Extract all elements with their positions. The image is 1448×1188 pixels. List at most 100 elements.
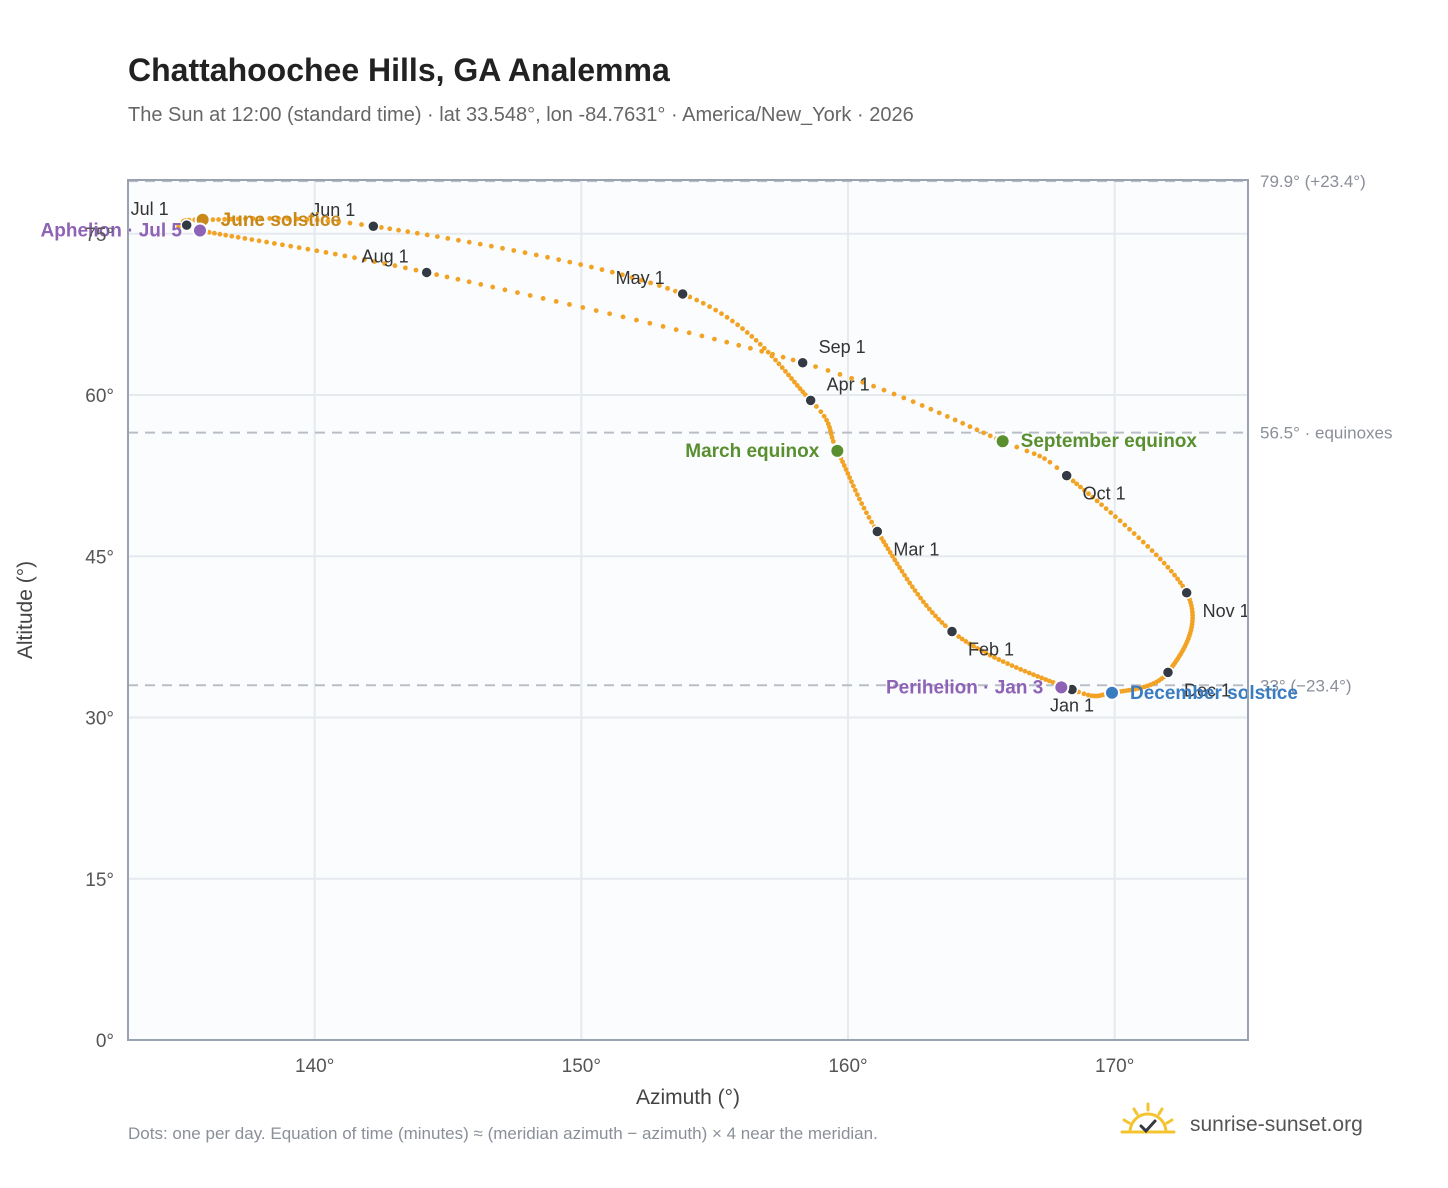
daily-sun-dot bbox=[797, 386, 803, 392]
sun-logo-icon bbox=[1120, 1102, 1176, 1134]
daily-sun-dot bbox=[1157, 556, 1163, 562]
daily-sun-dot bbox=[887, 550, 893, 555]
daily-sun-dot bbox=[770, 351, 775, 357]
daily-sun-dot bbox=[1099, 502, 1104, 508]
daily-sun-dot bbox=[522, 250, 528, 256]
daily-sun-dot bbox=[515, 290, 520, 296]
daily-sun-dot bbox=[866, 515, 872, 520]
daily-sun-dot bbox=[567, 259, 573, 265]
daily-sun-dot bbox=[1078, 484, 1083, 490]
daily-sun-dot bbox=[907, 580, 913, 586]
daily-sun-dot bbox=[332, 251, 338, 257]
daily-sun-dot bbox=[740, 326, 745, 332]
daily-sun-dot bbox=[243, 216, 248, 222]
month-marker-dot bbox=[180, 218, 193, 232]
daily-sun-dot bbox=[869, 519, 874, 525]
daily-sun-dot bbox=[724, 314, 730, 320]
daily-sun-dot bbox=[852, 487, 858, 493]
daily-sun-dot bbox=[845, 471, 851, 476]
daily-sun-dot bbox=[952, 417, 958, 423]
daily-sun-dot bbox=[434, 272, 440, 278]
event-marker-label: December solstice bbox=[1130, 683, 1298, 704]
daily-sun-dot bbox=[372, 259, 377, 264]
daily-sun-dot bbox=[825, 368, 831, 373]
daily-sun-dot bbox=[477, 241, 483, 247]
daily-sun-dot bbox=[859, 501, 865, 507]
daily-sun-dot bbox=[818, 409, 824, 415]
daily-sun-dot bbox=[894, 561, 900, 567]
daily-sun-dot bbox=[280, 242, 285, 248]
daily-sun-dot bbox=[854, 492, 860, 498]
month-marker-label: Jan 1 bbox=[1050, 696, 1094, 716]
daily-sun-dot bbox=[841, 463, 847, 468]
daily-sun-dot bbox=[936, 616, 942, 622]
daily-sun-dot bbox=[992, 655, 997, 660]
daily-sun-dot bbox=[861, 505, 867, 511]
daily-sun-dot bbox=[634, 317, 639, 323]
daily-sun-dot bbox=[963, 639, 969, 644]
daily-sun-dot bbox=[800, 389, 806, 395]
daily-sun-dot bbox=[533, 252, 539, 258]
daily-sun-dot bbox=[719, 311, 724, 317]
daily-sun-dot bbox=[305, 246, 311, 252]
daily-sun-dot bbox=[735, 322, 740, 328]
daily-sun-dot bbox=[929, 610, 935, 615]
daily-sun-dot bbox=[413, 267, 419, 273]
month-marker-label: Jun 1 bbox=[311, 200, 355, 220]
daily-sun-dot bbox=[656, 283, 662, 289]
daily-sun-dot bbox=[919, 403, 925, 408]
daily-sun-dot bbox=[222, 216, 228, 222]
daily-sun-dot bbox=[736, 342, 742, 348]
daily-sun-dot bbox=[609, 269, 615, 275]
daily-sun-dot bbox=[724, 339, 730, 345]
daily-sun-dot bbox=[210, 217, 216, 223]
daily-sun-dot bbox=[1153, 552, 1159, 558]
brand-logo[interactable]: sunrise-sunset.org bbox=[1120, 1102, 1400, 1148]
month-marker-dot bbox=[796, 356, 809, 369]
daily-sun-dot bbox=[979, 648, 985, 654]
daily-sun-dot bbox=[901, 395, 907, 401]
daily-sun-dot bbox=[607, 311, 613, 317]
event-marker-label: Aphelion · Jul 5 bbox=[41, 221, 183, 242]
daily-sun-dot bbox=[909, 584, 915, 590]
daily-sun-dot bbox=[912, 588, 918, 593]
y-tick-label: 60° bbox=[85, 386, 114, 407]
daily-sun-dot bbox=[837, 372, 843, 377]
daily-sun-dot bbox=[794, 383, 800, 388]
reference-line-label: 33° (−23.4°) bbox=[1260, 676, 1352, 695]
daily-sun-dot bbox=[773, 357, 778, 363]
reference-lines: 79.9° (+23.4°) 56.5° · equinoxes 33° (−23.… bbox=[128, 172, 1393, 695]
daily-sun-dot bbox=[967, 424, 973, 430]
daily-sun-dot bbox=[757, 341, 763, 347]
daily-sun-dot bbox=[857, 496, 862, 502]
daily-sun-dot bbox=[235, 234, 241, 240]
month-marker-label: Jul 1 bbox=[131, 199, 169, 219]
daily-sun-dot bbox=[860, 379, 866, 385]
daily-sun-dot bbox=[478, 282, 484, 287]
daily-sun-dot bbox=[271, 241, 277, 246]
daily-sun-dot bbox=[892, 557, 898, 563]
daily-sun-dot bbox=[304, 217, 310, 222]
y-tick-label: 0° bbox=[96, 1031, 114, 1052]
daily-sun-dot bbox=[206, 229, 212, 235]
daily-sun-dot bbox=[414, 230, 420, 236]
daily-sun-dot bbox=[1177, 580, 1183, 585]
event-marker-label: Perihelion · Jan 3 bbox=[886, 677, 1043, 698]
reference-line-label: 79.9° (+23.4°) bbox=[1260, 172, 1366, 191]
daily-sun-dot bbox=[545, 254, 550, 260]
y-tick-label: 75° bbox=[85, 225, 114, 246]
daily-sun-dot bbox=[813, 404, 819, 409]
daily-sun-dot bbox=[939, 620, 945, 625]
event-marker-dot bbox=[192, 222, 208, 239]
daily-sun-dot bbox=[229, 233, 235, 239]
plot-area bbox=[128, 180, 1248, 1040]
brand-text[interactable]: sunrise-sunset.org bbox=[1190, 1113, 1363, 1136]
daily-sun-dot bbox=[921, 599, 926, 605]
daily-sun-dot bbox=[256, 238, 262, 244]
daily-sun-dot bbox=[824, 417, 829, 423]
daily-sun-dot bbox=[780, 354, 786, 360]
daily-sun-dot bbox=[466, 279, 472, 285]
daily-sun-dot bbox=[871, 383, 876, 389]
daily-sun-dot bbox=[1081, 487, 1087, 493]
daily-sun-dot bbox=[1042, 456, 1047, 461]
